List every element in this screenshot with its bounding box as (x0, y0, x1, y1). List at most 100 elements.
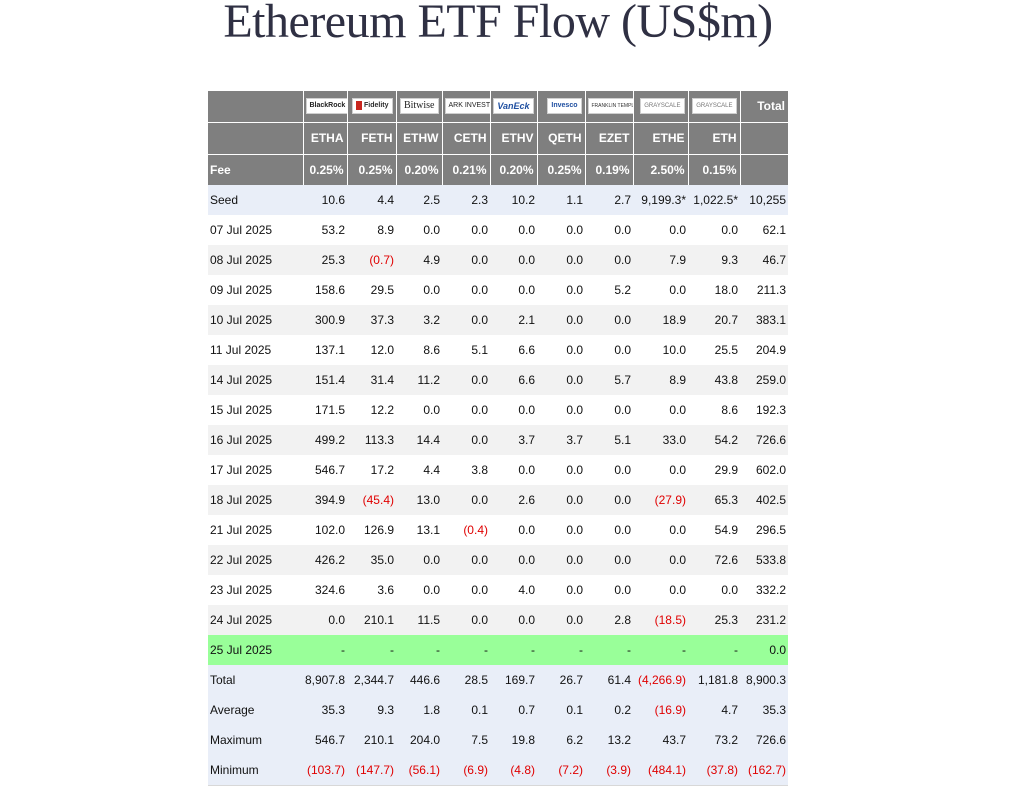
table-row: 16 Jul 2025 499.2 113.3 14.4 0.0 3.7 3.7 5.1 33.… (208, 425, 788, 455)
franklin-templeton-logo-icon: FRANKLIN TEMPLETON (587, 98, 632, 115)
flow-value-cell: 0.0 (566, 403, 583, 417)
flow-value-cell: 0.0 (423, 583, 440, 597)
flow-value-cell: 9.3 (688, 245, 740, 275)
total-header: Total (740, 91, 788, 122)
issuer-cell: ARK INVEST (442, 91, 491, 122)
table-row: 17 Jul 2025 546.7 17.2 4.4 3.8 0.0 0.0 0.0 0.0 29… (208, 455, 788, 485)
flow-value-cell: 0.0 (442, 425, 490, 455)
fee-cell: 0.20% (396, 153, 443, 185)
flow-value-cell: 12.2 (370, 403, 394, 417)
flow-value-cell: 0.0 (537, 245, 585, 275)
flow-value-cell: (484.1) (633, 755, 688, 786)
flow-value-cell: (0.4) (463, 523, 488, 537)
flow-value-cell: 17.2 (370, 463, 394, 477)
flow-value-cell: 7.5 (442, 725, 490, 755)
flow-value-cell: 31.4 (347, 365, 396, 395)
flow-value-cell: 0.0 (303, 605, 347, 635)
flow-value-cell: 0.0 (490, 545, 537, 575)
issuer-cell: Invesco (537, 91, 586, 122)
flow-value-cell: 3.7 (490, 425, 537, 455)
table-row: 23 Jul 2025 324.6 3.6 0.0 0.0 4.0 0.0 0.0 0.0 0.0… (208, 575, 788, 605)
flow-value-cell: 0.0 (721, 223, 738, 237)
row-label: 22 Jul 2025 (208, 545, 303, 575)
flow-value-cell: (3.9) (585, 755, 633, 786)
flow-value-cell: 1,022.5* (688, 185, 740, 215)
flow-value-cell: 0.0 (566, 223, 583, 237)
fidelity-logo-text: Fidelity (363, 102, 389, 110)
header-blank (740, 153, 788, 185)
fee-cell: 0.25% (347, 153, 397, 185)
row-label: Average (208, 695, 303, 725)
row-total-cell: 602.0 (755, 463, 786, 477)
row-total-cell: 332.2 (755, 583, 786, 597)
grayscale-logo-icon: GRAYSCALE (640, 98, 685, 115)
flow-value-cell: 12.0 (370, 343, 394, 357)
flow-value-cell: 0.0 (669, 583, 686, 597)
flow-value-cell: 8.9 (633, 365, 688, 395)
flow-value-cell: 25.5 (714, 343, 738, 357)
header-blank (208, 121, 304, 154)
flow-value-cell: - (347, 635, 396, 665)
flow-value-cell: (56.1) (396, 755, 442, 786)
ticker-row: ETHA FETH ETHW CETH ETHV QETH EZET ETHE … (208, 121, 788, 154)
ticker-cell: ETHE (633, 121, 689, 154)
row-total-cell: 10,255 (740, 185, 788, 215)
flow-value-cell: 0.0 (669, 223, 686, 237)
flow-value-cell: 11.5 (396, 605, 442, 635)
issuer-cell: Fidelity (347, 91, 397, 122)
flow-value-cell: 3.2 (396, 305, 442, 335)
row-total-cell: 402.5 (740, 485, 788, 515)
flow-value-cell: 0.0 (442, 365, 490, 395)
ticker-cell: ETH (688, 121, 741, 154)
fee-cell: 0.20% (490, 153, 538, 185)
grayscale-logo-icon: GRAYSCALE (692, 98, 737, 115)
flow-value-cell: 0.0 (442, 605, 490, 635)
fee-cell: 0.19% (585, 153, 634, 185)
flow-value-cell: 0.0 (471, 223, 488, 237)
flow-value-cell: 0.0 (566, 463, 583, 477)
flow-value-cell: - (442, 635, 490, 665)
ticker-cell: CETH (442, 121, 491, 154)
flow-value-cell: 0.0 (537, 305, 585, 335)
flow-value-cell: 210.1 (347, 605, 396, 635)
row-total-cell: 192.3 (755, 403, 786, 417)
flow-value-cell: 1.8 (396, 695, 442, 725)
fee-cell: 0.21% (442, 153, 491, 185)
flow-value-cell: 0.0 (566, 283, 583, 297)
table-row: 10 Jul 2025 300.9 37.3 3.2 0.0 2.1 0.0 0.0 18.9 2… (208, 305, 788, 335)
row-label: 14 Jul 2025 (208, 365, 303, 395)
flow-value-cell: 61.4 (585, 665, 633, 695)
table-row: 07 Jul 2025 53.2 8.9 0.0 0.0 0.0 0.0 0.0 0.0 0.0 6… (208, 215, 788, 245)
flow-value-cell: 0.1 (442, 695, 490, 725)
ticker-cell: ETHV (490, 121, 538, 154)
flow-value-cell: 43.8 (688, 365, 740, 395)
flow-value-cell: 0.0 (721, 583, 738, 597)
flow-value-cell: 10.2 (490, 185, 537, 215)
flow-value-cell: 65.3 (688, 485, 740, 515)
fee-cell: 2.50% (633, 153, 689, 185)
flow-value-cell: (6.9) (442, 755, 490, 786)
row-total-cell: 726.6 (740, 425, 788, 455)
row-total-cell: 8,900.3 (740, 665, 788, 695)
issuer-cell: Bitwise (396, 91, 443, 122)
row-total-cell: 383.1 (740, 305, 788, 335)
flow-value-cell: 2.3 (442, 185, 490, 215)
flow-value-cell: (4.8) (490, 755, 537, 786)
flow-value-cell: 0.0 (471, 583, 488, 597)
flow-value-cell: 0.0 (423, 403, 440, 417)
flow-value-cell: 14.4 (396, 425, 442, 455)
flow-value-cell: 1.1 (537, 185, 585, 215)
flow-value-cell: 3.8 (471, 463, 488, 477)
flow-value-cell: 0.0 (614, 463, 631, 477)
flow-value-cell: 171.5 (314, 403, 345, 417)
vaneck-logo-icon: VanEck (493, 98, 534, 115)
row-total-cell: 46.7 (740, 245, 788, 275)
table-row: 09 Jul 2025 158.6 29.5 0.0 0.0 0.0 0.0 5.2 0.0 18… (208, 275, 788, 305)
page-title: Ethereum ETF Flow (US$m) (223, 0, 773, 48)
flow-value-cell: 0.0 (669, 283, 686, 297)
flow-value-cell: 2.6 (490, 485, 537, 515)
flow-value-cell: 0.0 (633, 545, 688, 575)
fee-cell: 0.25% (303, 153, 348, 185)
flow-value-cell: 13.2 (585, 725, 633, 755)
flow-value-cell: 2,344.7 (347, 665, 396, 695)
